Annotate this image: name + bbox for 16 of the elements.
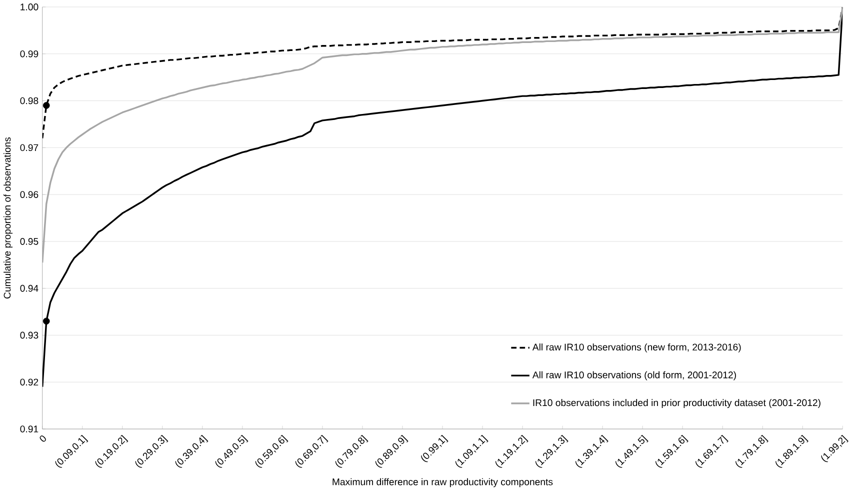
x-axis-title: Maximum difference in raw productivity components — [332, 478, 553, 488]
y-tick-label: 0.92 — [20, 378, 38, 386]
y-tick-label: 0.93 — [20, 332, 38, 339]
y-tick-label: 0.91 — [20, 426, 38, 433]
y-tick-label: 0.95 — [20, 238, 38, 245]
y-tick-label: 0.98 — [20, 97, 38, 104]
legend-label: IR10 observations included in prior productivity dataset (2001-2012) — [533, 399, 820, 408]
x-tick-label: 0 — [40, 436, 46, 442]
legend-label: All raw IR10 observations (new form, 2013-2016) — [532, 344, 741, 353]
y-axis-title: Cumulative proportion of observations — [4, 138, 13, 299]
legend-label: All raw IR10 observations (old form, 2001-2012) — [532, 371, 736, 380]
y-tick-label: 1.00 — [20, 4, 38, 10]
y-tick-label: 0.97 — [20, 144, 38, 152]
y-tick-label: 0.99 — [20, 50, 38, 58]
y-tick-label: 0.96 — [20, 191, 38, 198]
y-tick-label: 0.94 — [20, 285, 38, 292]
